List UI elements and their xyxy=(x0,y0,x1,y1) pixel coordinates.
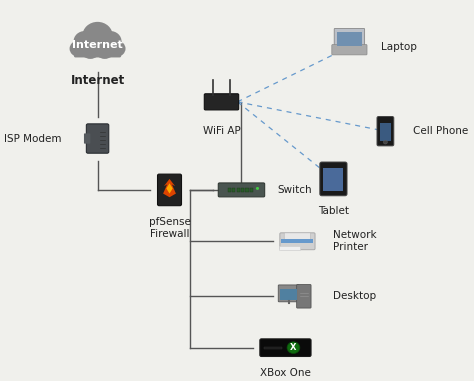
FancyBboxPatch shape xyxy=(264,347,282,349)
FancyBboxPatch shape xyxy=(323,168,344,191)
FancyBboxPatch shape xyxy=(280,233,315,250)
FancyBboxPatch shape xyxy=(334,29,365,48)
Circle shape xyxy=(73,31,96,51)
Text: Network
Printer: Network Printer xyxy=(333,231,377,252)
FancyBboxPatch shape xyxy=(250,188,253,192)
Text: XBox One: XBox One xyxy=(260,368,311,378)
Text: Desktop: Desktop xyxy=(333,291,376,301)
Circle shape xyxy=(108,40,126,57)
FancyBboxPatch shape xyxy=(74,43,121,58)
FancyBboxPatch shape xyxy=(337,32,362,46)
FancyBboxPatch shape xyxy=(204,94,239,110)
Text: Tablet: Tablet xyxy=(318,207,349,216)
Text: Laptop: Laptop xyxy=(382,42,417,52)
FancyBboxPatch shape xyxy=(228,188,231,192)
Polygon shape xyxy=(166,183,173,194)
Circle shape xyxy=(70,40,87,57)
Circle shape xyxy=(82,22,113,50)
FancyBboxPatch shape xyxy=(157,174,182,206)
Text: Cell Phone: Cell Phone xyxy=(413,126,469,136)
FancyBboxPatch shape xyxy=(86,124,109,153)
FancyBboxPatch shape xyxy=(380,123,391,141)
Polygon shape xyxy=(163,179,176,197)
FancyBboxPatch shape xyxy=(232,188,236,192)
FancyBboxPatch shape xyxy=(237,188,240,192)
FancyBboxPatch shape xyxy=(278,285,299,302)
Circle shape xyxy=(95,40,115,59)
FancyBboxPatch shape xyxy=(260,339,311,357)
FancyBboxPatch shape xyxy=(320,162,347,196)
Circle shape xyxy=(256,187,259,190)
Circle shape xyxy=(287,342,300,354)
FancyBboxPatch shape xyxy=(377,117,394,146)
FancyBboxPatch shape xyxy=(332,45,367,55)
FancyBboxPatch shape xyxy=(279,246,300,250)
Text: WiFi AP: WiFi AP xyxy=(202,126,240,136)
Text: X: X xyxy=(290,343,297,352)
Circle shape xyxy=(383,140,387,144)
FancyBboxPatch shape xyxy=(84,133,91,144)
FancyBboxPatch shape xyxy=(297,285,311,308)
Text: Internet: Internet xyxy=(71,74,125,87)
FancyBboxPatch shape xyxy=(241,188,244,192)
FancyBboxPatch shape xyxy=(246,188,249,192)
FancyBboxPatch shape xyxy=(282,239,313,243)
Text: ISP Modem: ISP Modem xyxy=(4,133,62,144)
FancyBboxPatch shape xyxy=(280,288,297,299)
Circle shape xyxy=(81,40,100,59)
FancyBboxPatch shape xyxy=(219,183,264,197)
FancyBboxPatch shape xyxy=(284,233,310,239)
Circle shape xyxy=(99,31,121,51)
Text: Internet: Internet xyxy=(72,40,123,50)
Text: Switch: Switch xyxy=(277,185,312,195)
Text: pfSense
Firewall: pfSense Firewall xyxy=(148,218,191,239)
